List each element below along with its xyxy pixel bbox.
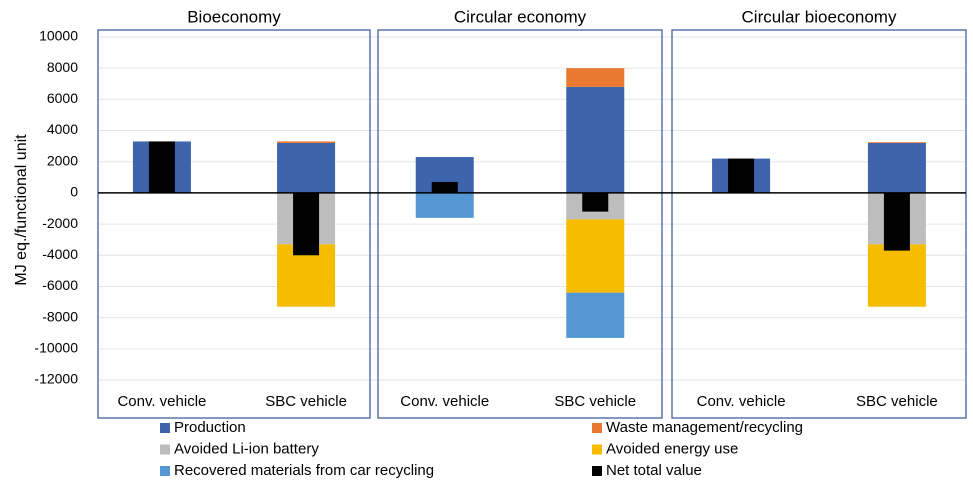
y-tick-label: 4000	[47, 121, 78, 137]
y-tick-label: 10000	[39, 28, 78, 44]
x-tick-label: Conv. vehicle	[697, 393, 786, 410]
legend-swatch	[160, 423, 170, 433]
legend-swatch	[160, 466, 170, 476]
bar-segment	[867, 244, 926, 307]
y-tick-label: -12000	[34, 371, 78, 387]
bar-segment	[415, 192, 474, 218]
panel-title: Bioeconomy	[187, 7, 281, 26]
legend-label: Production	[174, 419, 246, 436]
y-tick-label: -2000	[42, 215, 78, 231]
panel-title: Circular bioeconomy	[742, 7, 897, 26]
y-tick-label: 2000	[47, 152, 78, 168]
net-bar	[883, 192, 910, 251]
bar-segment	[867, 143, 926, 193]
legend-swatch	[592, 466, 602, 476]
net-bar	[728, 158, 755, 193]
y-tick-label: -10000	[34, 340, 78, 356]
y-tick-label: 0	[70, 184, 78, 200]
legend-label: Net total value	[606, 462, 702, 479]
y-tick-label: -6000	[42, 277, 78, 293]
net-bar	[148, 141, 175, 193]
net-bar	[293, 192, 320, 256]
panel-frame	[97, 29, 371, 419]
legend-label: Avoided energy use	[606, 440, 738, 457]
bar-segment	[867, 142, 926, 144]
bar-segment	[566, 68, 625, 87]
bar-segment	[277, 141, 336, 144]
panel-frame	[377, 29, 663, 419]
bar-segment	[566, 86, 625, 193]
y-tick-label: 8000	[47, 59, 78, 75]
bar-segment	[566, 219, 625, 293]
x-tick-label: SBC vehicle	[265, 393, 347, 410]
legend-swatch	[160, 444, 170, 455]
x-tick-label: Conv. vehicle	[117, 393, 206, 410]
net-bar	[431, 181, 458, 193]
y-tick-label: 6000	[47, 90, 78, 106]
x-tick-label: Conv. vehicle	[400, 393, 489, 410]
panel-title: Circular economy	[454, 7, 587, 26]
y-tick-label: -4000	[42, 246, 78, 262]
legend-swatch	[592, 444, 602, 455]
x-tick-label: SBC vehicle	[554, 393, 636, 410]
y-tick-label: -8000	[42, 308, 78, 324]
bar-segment	[566, 292, 625, 338]
panel-frame	[671, 29, 967, 419]
legend-label: Avoided Li-ion battery	[174, 440, 319, 457]
net-bar	[582, 192, 609, 212]
bar-segment	[277, 143, 336, 193]
y-axis-label: MJ eq./functional unit	[13, 134, 30, 286]
legend-swatch	[592, 423, 602, 433]
legend-label: Waste management/recycling	[606, 419, 803, 436]
legend-label: Recovered materials from car recycling	[174, 462, 434, 479]
x-tick-label: SBC vehicle	[856, 393, 938, 410]
